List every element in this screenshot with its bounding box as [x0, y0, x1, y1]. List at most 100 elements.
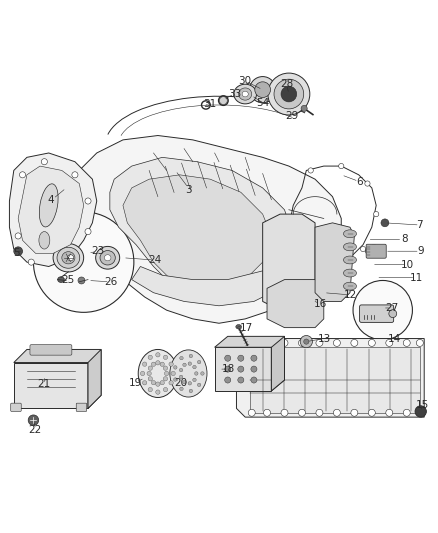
Polygon shape	[267, 280, 324, 328]
Circle shape	[183, 381, 186, 384]
Circle shape	[160, 362, 164, 366]
Polygon shape	[18, 166, 84, 253]
Circle shape	[148, 355, 152, 359]
Circle shape	[180, 357, 183, 360]
Circle shape	[142, 381, 147, 385]
Circle shape	[316, 409, 323, 416]
Polygon shape	[250, 348, 420, 413]
Ellipse shape	[62, 252, 75, 264]
Circle shape	[299, 255, 304, 261]
Circle shape	[333, 409, 340, 416]
Circle shape	[155, 361, 160, 365]
Circle shape	[281, 340, 288, 346]
Circle shape	[353, 280, 413, 340]
Circle shape	[417, 409, 424, 416]
Circle shape	[281, 409, 288, 416]
Text: 25: 25	[61, 274, 74, 285]
Text: 3: 3	[185, 184, 192, 195]
Text: 13: 13	[318, 334, 331, 344]
Circle shape	[163, 377, 168, 381]
Circle shape	[67, 255, 74, 261]
FancyBboxPatch shape	[11, 403, 21, 411]
Text: 15: 15	[415, 400, 429, 410]
Circle shape	[33, 212, 134, 312]
Circle shape	[183, 363, 186, 367]
Ellipse shape	[170, 350, 207, 397]
Circle shape	[386, 409, 393, 416]
Circle shape	[155, 382, 160, 386]
Text: 21: 21	[37, 379, 50, 390]
Text: 16: 16	[314, 298, 327, 309]
Circle shape	[225, 377, 231, 383]
FancyBboxPatch shape	[76, 403, 87, 411]
Circle shape	[78, 277, 85, 284]
Circle shape	[268, 73, 310, 115]
Circle shape	[19, 172, 25, 178]
Circle shape	[365, 181, 370, 186]
Ellipse shape	[343, 256, 357, 264]
Ellipse shape	[242, 91, 248, 97]
Polygon shape	[123, 175, 272, 288]
Ellipse shape	[39, 184, 58, 227]
Circle shape	[274, 79, 304, 109]
Polygon shape	[79, 135, 341, 323]
Circle shape	[188, 362, 191, 366]
Circle shape	[41, 159, 47, 165]
Text: 23: 23	[91, 246, 104, 256]
Circle shape	[250, 77, 276, 103]
Circle shape	[188, 382, 191, 385]
Circle shape	[194, 372, 198, 375]
Ellipse shape	[343, 282, 357, 290]
Circle shape	[141, 372, 145, 376]
Circle shape	[251, 366, 257, 372]
Circle shape	[193, 378, 196, 382]
Ellipse shape	[58, 277, 64, 282]
Text: 28: 28	[280, 79, 294, 89]
Circle shape	[248, 409, 255, 416]
Circle shape	[148, 387, 152, 392]
Circle shape	[298, 340, 305, 346]
Circle shape	[169, 381, 173, 385]
Circle shape	[173, 378, 177, 381]
Ellipse shape	[53, 244, 84, 272]
Text: 20: 20	[174, 378, 187, 387]
Text: 54: 54	[256, 98, 269, 108]
Text: 12: 12	[344, 290, 357, 300]
Circle shape	[180, 387, 183, 391]
Circle shape	[316, 340, 323, 346]
Ellipse shape	[95, 246, 120, 269]
Text: 6: 6	[356, 177, 363, 187]
Circle shape	[163, 355, 168, 359]
Circle shape	[264, 340, 271, 346]
Text: 24: 24	[148, 255, 161, 264]
Text: 9: 9	[417, 246, 424, 256]
Circle shape	[160, 381, 164, 385]
Circle shape	[330, 264, 335, 269]
Text: 18: 18	[222, 364, 235, 374]
Circle shape	[155, 353, 160, 357]
Circle shape	[351, 409, 358, 416]
Circle shape	[164, 372, 169, 376]
Circle shape	[386, 340, 393, 346]
Text: 31: 31	[203, 99, 216, 109]
Ellipse shape	[343, 243, 357, 251]
Text: 27: 27	[385, 303, 399, 313]
Circle shape	[225, 355, 231, 361]
Circle shape	[15, 233, 21, 239]
Circle shape	[374, 212, 379, 217]
Circle shape	[403, 409, 410, 416]
Ellipse shape	[39, 231, 50, 249]
Circle shape	[14, 247, 22, 256]
Circle shape	[286, 224, 291, 230]
Circle shape	[147, 372, 151, 376]
Circle shape	[85, 198, 91, 204]
Text: 7: 7	[417, 220, 423, 230]
Polygon shape	[237, 338, 424, 417]
Polygon shape	[88, 350, 101, 408]
Ellipse shape	[239, 88, 252, 100]
Circle shape	[189, 389, 193, 393]
Circle shape	[201, 372, 204, 375]
Circle shape	[368, 409, 375, 416]
Circle shape	[248, 340, 255, 346]
Circle shape	[171, 372, 175, 376]
